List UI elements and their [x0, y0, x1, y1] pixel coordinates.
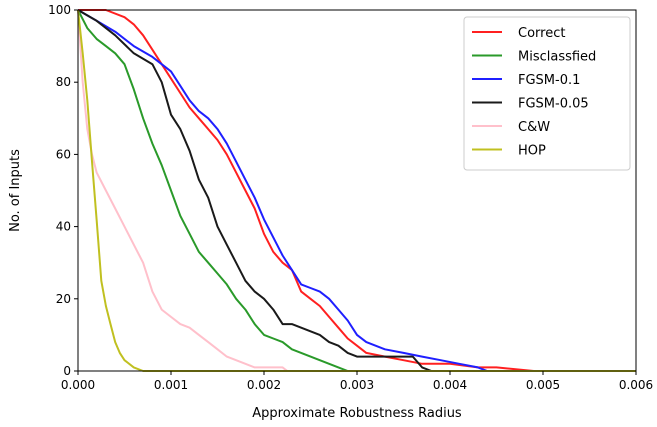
x-tick-label: 0.000: [61, 378, 95, 392]
y-tick-label: 20: [56, 292, 71, 306]
series-line-5: [77, 9, 636, 372]
y-tick-label: 100: [48, 3, 71, 17]
legend-box: [463, 16, 631, 171]
x-tick-label: 0.002: [247, 378, 281, 392]
y-axis-label: No. of Inputs: [8, 149, 23, 232]
series-line-1: [77, 9, 357, 372]
x-axis: 0.000 0.001 0.002 0.003 0.004 0.005 0.006: [61, 371, 653, 392]
legend-label-4: C&W: [518, 120, 550, 135]
x-tick-label: 0.006: [619, 378, 653, 392]
legend-label-0: Correct: [518, 26, 565, 41]
legend-label-5: HOP: [518, 144, 546, 159]
legend: Correct Misclassfied FGSM-0.1 FGSM-0.05 C&W H…: [463, 16, 631, 171]
series-line-3: [77, 9, 432, 372]
y-tick-label: 80: [56, 75, 71, 89]
y-tick-label: 40: [56, 220, 71, 234]
x-tick-label: 0.005: [526, 378, 560, 392]
x-tick-label: 0.004: [433, 378, 467, 392]
y-tick-label: 0: [63, 364, 71, 378]
series-layer: [77, 9, 636, 372]
x-tick-label: 0.001: [154, 378, 188, 392]
legend-label-1: Misclassfied: [518, 50, 596, 65]
y-axis: 0 20 40 60 80 100: [48, 3, 78, 378]
series-line-4: [77, 9, 288, 372]
x-tick-label: 0.003: [340, 378, 374, 392]
x-axis-label: Approximate Robustness Radius: [252, 406, 462, 421]
legend-label-2: FGSM-0.1: [518, 73, 580, 88]
series-line-2: [77, 9, 636, 372]
y-tick-label: 60: [56, 147, 71, 161]
legend-label-3: FGSM-0.05: [518, 97, 589, 112]
